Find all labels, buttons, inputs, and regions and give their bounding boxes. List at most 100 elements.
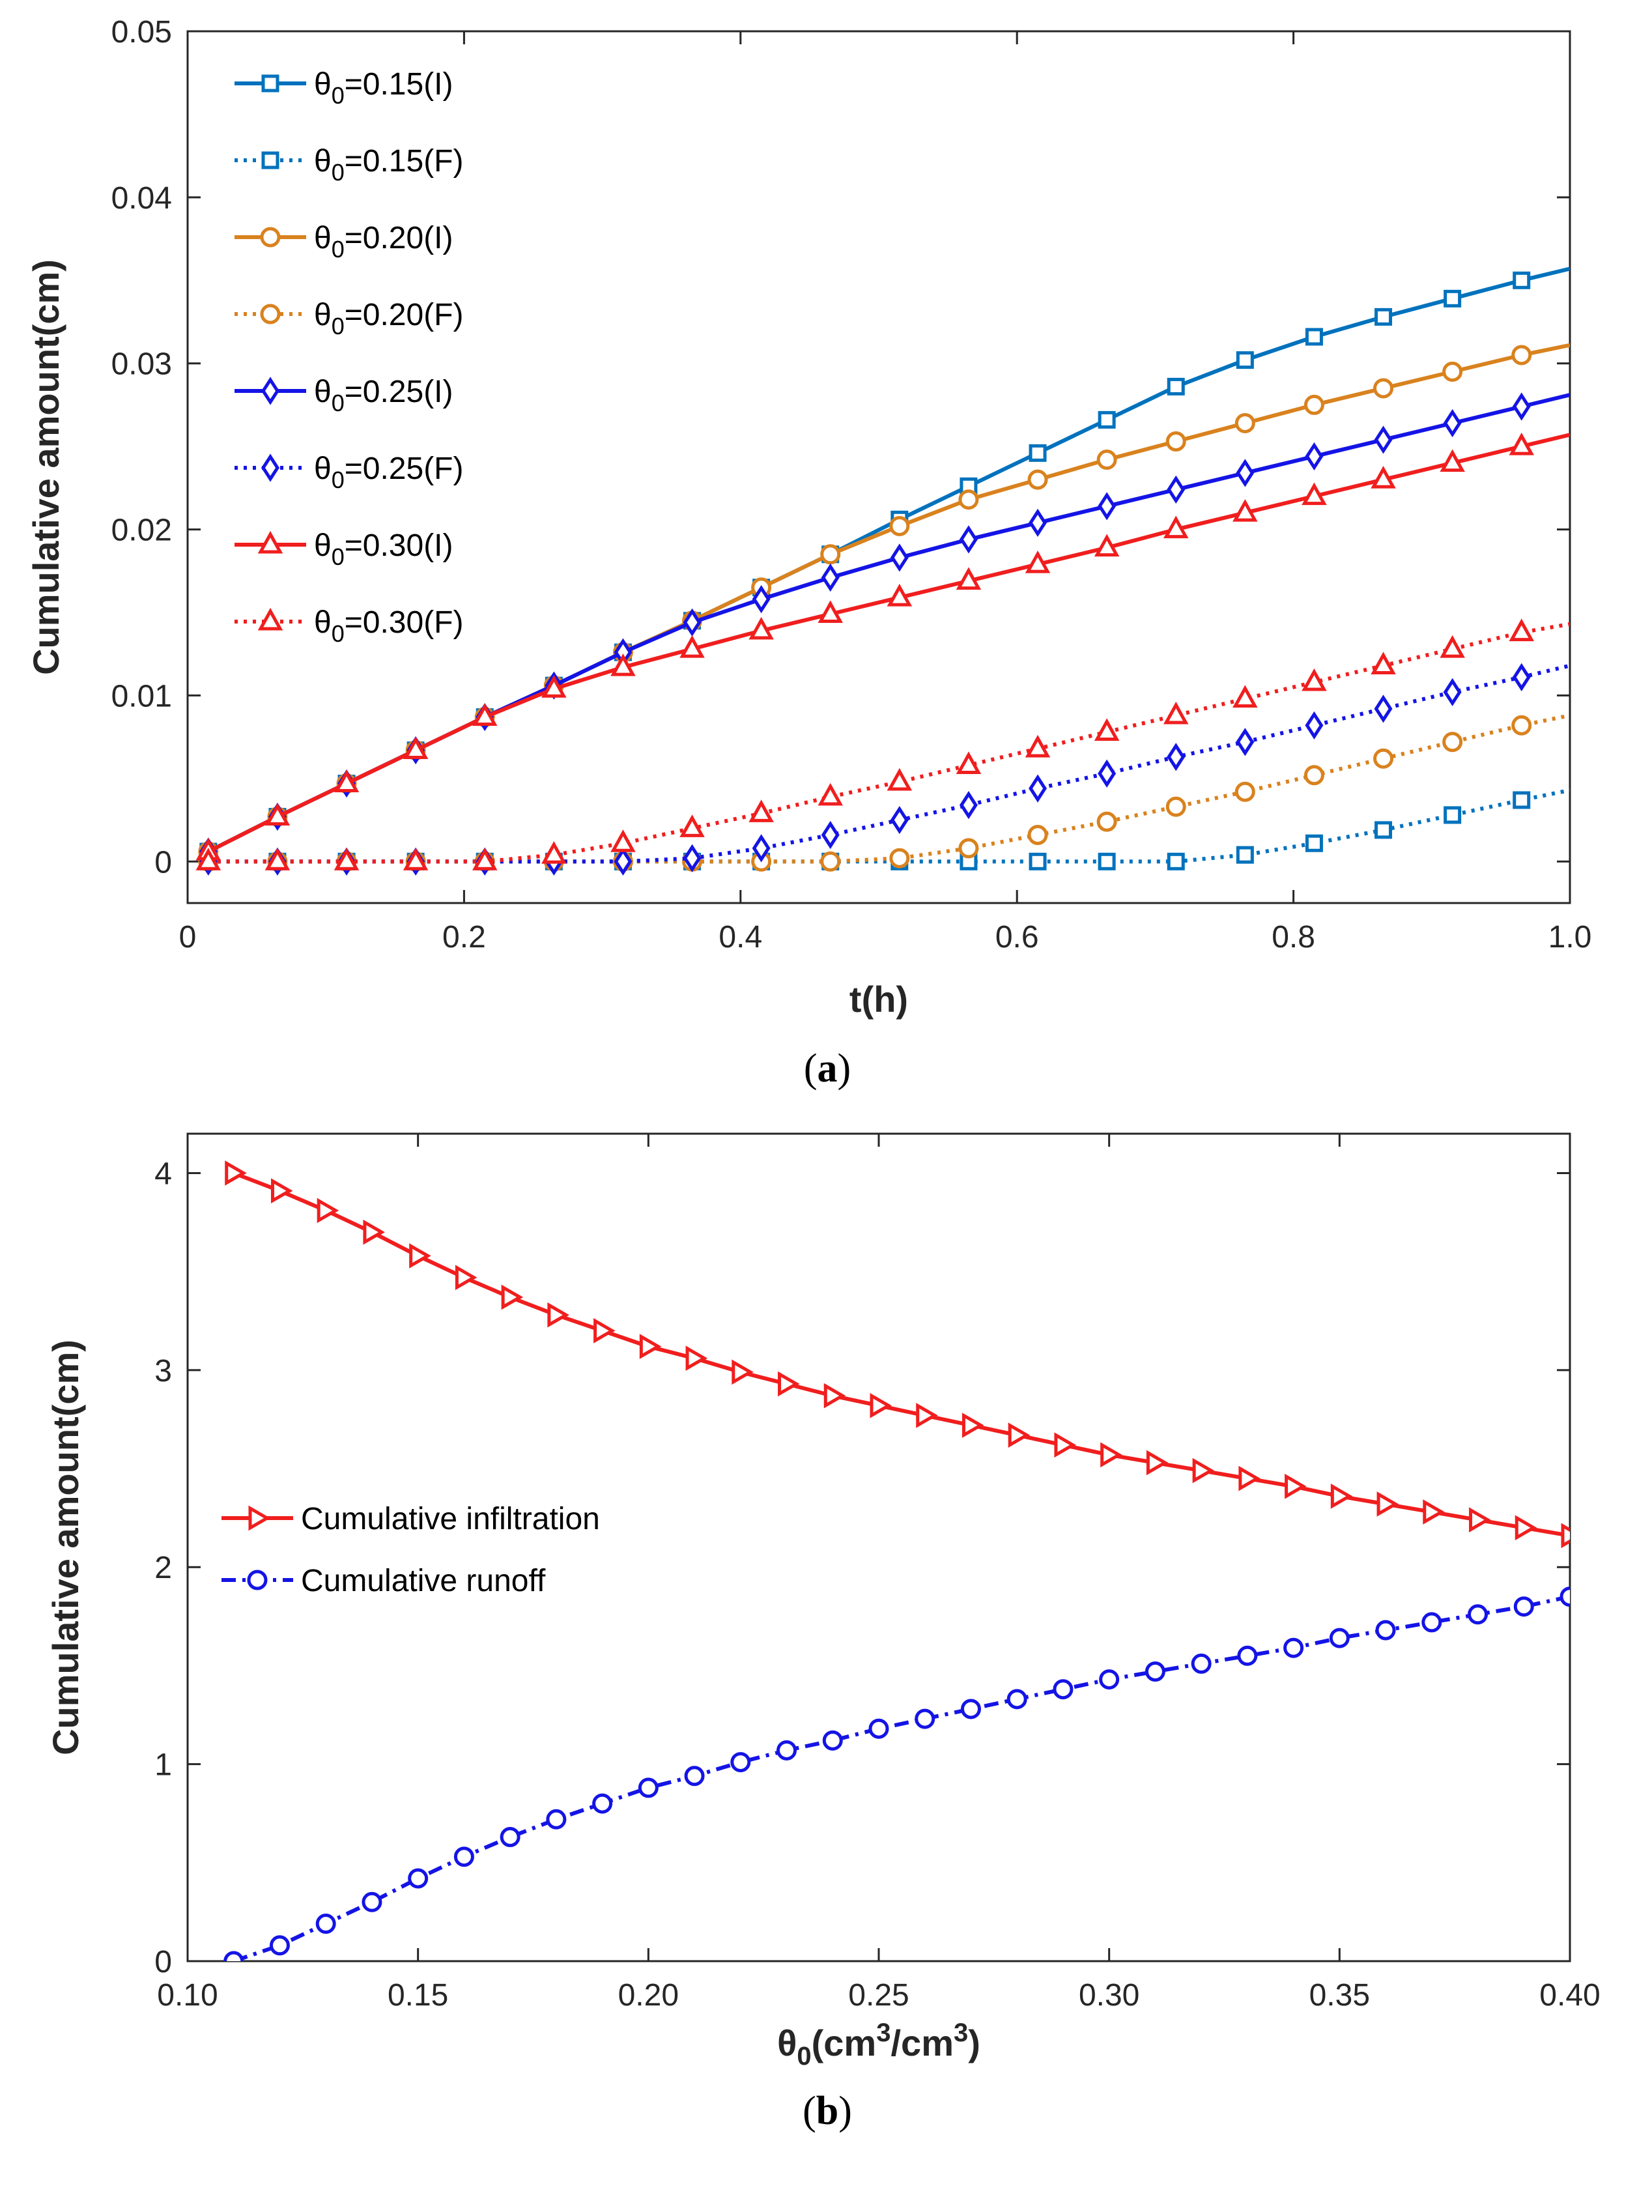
panel-a-y-axis-label: Cumulative amount(cm) [25, 259, 66, 675]
data-point [1167, 377, 1185, 395]
data-point [1440, 449, 1465, 472]
data-point [1513, 1596, 1534, 1617]
data-point [1165, 431, 1186, 452]
x-tick-label: 0.4 [719, 920, 762, 955]
data-point [500, 1827, 520, 1847]
data-point [870, 1392, 892, 1418]
y-tick-label: 0.01 [111, 679, 172, 713]
data-point [887, 583, 913, 607]
data-point [915, 1708, 935, 1729]
data-point [685, 1345, 708, 1372]
data-point [1513, 791, 1531, 809]
y-tick-label: 0 [154, 845, 172, 880]
data-point [592, 1793, 613, 1814]
data-point [1232, 498, 1258, 522]
legend-marker [247, 1570, 268, 1590]
x-tick-label: 0.35 [1309, 1978, 1370, 2013]
data-point [820, 851, 841, 872]
y-tick-label: 4 [154, 1156, 172, 1191]
legend-label: θ0=0.20(F) [314, 298, 463, 339]
data-point [1511, 715, 1532, 736]
data-point [1283, 1637, 1304, 1658]
y-tick-label: 0.02 [111, 513, 172, 548]
legend-marker [257, 607, 283, 631]
data-point [1305, 328, 1323, 346]
data-point [1236, 846, 1254, 864]
data-point [1167, 743, 1186, 771]
data-point [1237, 1645, 1258, 1666]
data-point [752, 585, 771, 614]
data-point [1374, 695, 1393, 723]
data-point [403, 848, 429, 870]
data-point [1374, 425, 1393, 454]
data-point [1515, 1515, 1537, 1541]
panel-a-series [195, 266, 1570, 876]
panel-b-x-axis-label: θ0(cm3/cm3) [777, 2018, 980, 2071]
data-point [593, 1318, 616, 1343]
legend-entry-infil: Cumulative infiltration [221, 1502, 600, 1536]
data-point [887, 768, 913, 791]
panel-b-caption: (b) [803, 2089, 852, 2133]
data-point [1330, 1484, 1353, 1509]
data-point [679, 635, 705, 658]
data-point [1053, 1679, 1074, 1700]
data-point [1236, 728, 1255, 756]
x-tick-label: 0.6 [995, 920, 1039, 955]
legend-entry-s015I: θ0=0.15(I) [235, 67, 453, 109]
data-point [684, 1766, 705, 1787]
panel-b-plot-area [186, 1132, 1571, 1962]
data-point [890, 805, 909, 835]
x-tick-label: 0.15 [388, 1978, 448, 2013]
data-point [315, 1914, 336, 1934]
data-point [1509, 618, 1534, 642]
legend-entry-s025F: θ0=0.25(F) [235, 452, 463, 493]
panel-a-chart: 0 0.2 0.4 0.6 0.8 1.0 0 0.01 0.02 0.03 0.04 0.05 θ0… [25, 15, 1591, 1091]
series-infil [225, 1160, 1570, 1549]
data-point [956, 567, 982, 590]
data-point [1375, 1620, 1396, 1641]
data-point [1423, 1499, 1445, 1525]
data-point [195, 848, 221, 870]
data-point [818, 783, 843, 806]
data-point [1305, 711, 1324, 740]
legend-marker [261, 453, 279, 482]
data-point [823, 1383, 846, 1409]
data-point [889, 848, 910, 869]
legend-marker [260, 227, 281, 248]
data-point [890, 543, 909, 572]
legend-label: θ0=0.25(F) [314, 452, 463, 493]
data-point [409, 1243, 431, 1269]
data-point [546, 1809, 567, 1830]
data-point [264, 848, 291, 870]
data-point [1302, 668, 1327, 691]
legend-entry-s030I: θ0=0.30(I) [235, 528, 453, 570]
panel-a-x-axis-label: t(h) [849, 979, 908, 1020]
data-point [1468, 1604, 1488, 1625]
y-tick-label: 1 [154, 1748, 172, 1783]
panel-a-ticks: 0 0.2 0.4 0.6 0.8 1.0 0 0.01 0.02 0.03 0.04 0.05 [111, 15, 1592, 955]
data-point [1029, 852, 1047, 870]
data-point [501, 1284, 524, 1310]
x-tick-label: 0.10 [157, 1978, 218, 2013]
data-point [1373, 378, 1394, 399]
data-point [821, 563, 840, 592]
data-point [1376, 1491, 1399, 1517]
data-point [1559, 1587, 1570, 1607]
legend-label: Cumulative runoff [301, 1564, 546, 1598]
data-point [1165, 796, 1186, 817]
data-point [1027, 825, 1048, 846]
legend-entry-s025I: θ0=0.25(I) [235, 375, 453, 416]
data-point [1371, 465, 1396, 489]
data-point [1442, 361, 1463, 382]
data-point [223, 1951, 244, 1961]
data-point [679, 814, 705, 837]
data-point [1098, 852, 1116, 870]
data-point [1329, 1628, 1350, 1648]
data-point [264, 803, 291, 826]
panel-b-series [223, 1160, 1570, 1961]
data-point [363, 1219, 385, 1245]
data-point [1442, 732, 1463, 753]
legend-entry-s020I: θ0=0.20(I) [235, 221, 453, 263]
legend-label: θ0=0.15(I) [314, 67, 453, 109]
